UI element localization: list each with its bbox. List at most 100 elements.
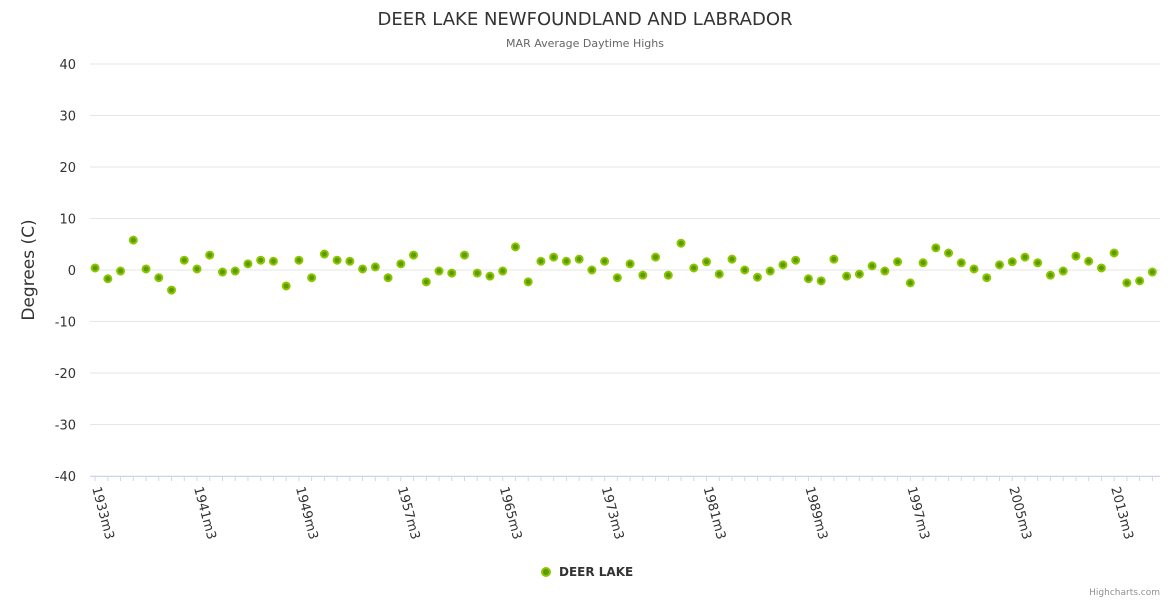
data-point: [434, 266, 444, 276]
data-point: [1096, 263, 1106, 273]
data-point: [167, 285, 177, 295]
data-point: [485, 271, 495, 281]
x-tick-label: 2005m3: [1005, 485, 1033, 541]
data-point: [778, 260, 788, 270]
data-point: [561, 256, 571, 266]
x-tick-label: 1957m3: [394, 485, 422, 541]
x-tick-label: 1933m3: [88, 485, 116, 541]
data-point: [447, 268, 457, 278]
data-point: [549, 252, 559, 262]
data-point: [128, 235, 138, 245]
x-tick-label: 2013m3: [1107, 485, 1135, 541]
data-point: [1058, 266, 1068, 276]
y-tick-label: 0: [68, 264, 76, 279]
data-point: [1147, 267, 1157, 277]
data-point: [880, 266, 890, 276]
data-point: [676, 238, 686, 248]
y-tick-label: -10: [55, 316, 76, 331]
data-point: [765, 266, 775, 276]
data-point: [396, 259, 406, 269]
legend-marker: [541, 567, 551, 577]
data-point: [179, 255, 189, 265]
data-point: [90, 263, 100, 273]
data-point: [587, 265, 597, 275]
x-tick-label: 1941m3: [190, 485, 218, 541]
data-point: [116, 266, 126, 276]
data-point: [803, 274, 813, 284]
data-point: [332, 255, 342, 265]
data-point: [243, 259, 253, 269]
y-tick-label: 40: [59, 58, 76, 73]
data-point: [867, 261, 877, 271]
data-point: [421, 277, 431, 287]
data-point: [638, 270, 648, 280]
data-point: [752, 272, 762, 282]
data-point: [905, 278, 915, 288]
data-point: [230, 266, 240, 276]
data-point: [1109, 248, 1119, 258]
x-tick-label: 1973m3: [598, 485, 626, 541]
data-point: [472, 268, 482, 278]
data-point: [510, 242, 520, 252]
data-point: [409, 250, 419, 260]
x-tick-label: 1981m3: [700, 485, 728, 541]
data-point: [842, 271, 852, 281]
data-point: [740, 265, 750, 275]
data-point: [268, 256, 278, 266]
data-point: [383, 273, 393, 283]
data-point: [1084, 256, 1094, 266]
data-point: [345, 256, 355, 266]
legend-label: DEER LAKE: [559, 565, 633, 579]
y-tick-label: 10: [59, 213, 76, 228]
data-point: [956, 258, 966, 268]
data-point: [1033, 258, 1043, 268]
data-point: [192, 264, 202, 274]
data-point: [370, 262, 380, 272]
data-point: [854, 269, 864, 279]
data-point: [714, 269, 724, 279]
data-point: [689, 263, 699, 273]
data-point: [931, 243, 941, 253]
data-point: [612, 273, 622, 283]
data-point: [103, 274, 113, 284]
data-point: [918, 258, 928, 268]
chart-title: DEER LAKE NEWFOUNDLAND AND LABRADOR: [377, 9, 792, 30]
data-point: [205, 250, 215, 260]
data-point: [702, 257, 712, 267]
data-point: [1135, 276, 1145, 286]
data-point: [944, 248, 954, 258]
data-point: [600, 256, 610, 266]
data-point: [460, 250, 469, 260]
y-axis-label: Degrees (C): [19, 219, 39, 320]
data-point: [663, 270, 673, 280]
data-point: [982, 273, 992, 283]
highcharts-credit[interactable]: Highcharts.com: [1089, 588, 1160, 598]
legend-item-deer-lake[interactable]: DEER LAKE: [541, 565, 633, 579]
data-point: [319, 249, 329, 259]
x-tick-label: 1997m3: [903, 485, 931, 541]
y-tick-label: -30: [55, 419, 76, 434]
data-point: [625, 259, 635, 269]
data-point: [893, 257, 903, 267]
data-point: [969, 264, 979, 274]
data-point: [358, 264, 368, 274]
x-tick-label: 1989m3: [802, 485, 830, 541]
data-point: [294, 255, 304, 265]
data-point: [995, 260, 1004, 270]
data-point: [1045, 270, 1055, 280]
data-point: [307, 273, 317, 283]
data-point: [217, 267, 227, 277]
data-point: [791, 255, 801, 265]
data-point: [1020, 252, 1030, 262]
chart-subtitle: MAR Average Daytime Highs: [506, 37, 664, 50]
x-tick-label: 1965m3: [496, 485, 524, 541]
data-point: [498, 266, 508, 276]
data-point: [574, 254, 584, 264]
data-point: [1007, 257, 1017, 267]
data-point: [154, 273, 164, 283]
data-point: [536, 256, 546, 266]
y-tick-label: 20: [59, 161, 76, 176]
data-point: [727, 254, 737, 264]
